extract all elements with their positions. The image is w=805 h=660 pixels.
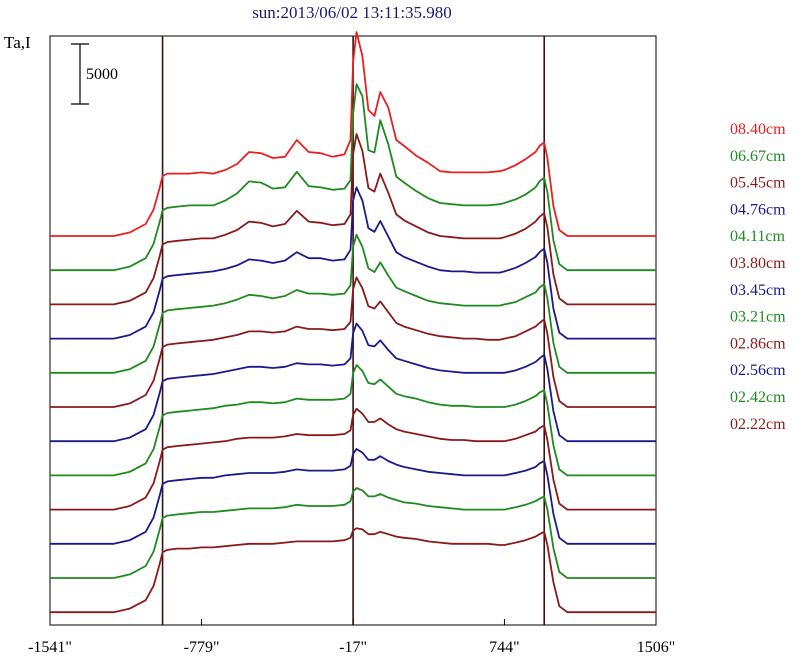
x-axis-ticks: -1541" -779" -17" 744" 1506" xyxy=(28,619,675,656)
series-line-02.86cm xyxy=(50,407,656,511)
scale-bar-label: 5000 xyxy=(86,66,118,83)
x-tick-label: 744" xyxy=(489,639,520,656)
x-tick-label: -17" xyxy=(339,639,367,656)
legend-entry: 04.76cm xyxy=(730,201,786,218)
series-line-02.22cm xyxy=(50,527,656,614)
y-axis-label: Ta,I xyxy=(4,33,31,52)
legend-entry: 04.11cm xyxy=(730,228,786,245)
legend-entry: 03.80cm xyxy=(730,255,786,272)
series-line-03.80cm xyxy=(50,276,656,408)
legend-entry: 02.22cm xyxy=(730,416,786,433)
legend: 08.40cm 06.67cm 05.45cm 04.76cm 04.11cm 03.80… xyxy=(730,121,786,433)
series-line-02.42cm xyxy=(50,487,656,579)
x-tick-label: -779" xyxy=(184,639,220,656)
legend-entry: 02.86cm xyxy=(730,335,786,352)
series-line-06.67cm xyxy=(50,83,656,272)
legend-entry: 02.42cm xyxy=(730,389,786,406)
series-line-08.40cm xyxy=(50,31,656,237)
series-lines xyxy=(50,31,656,614)
series-line-03.21cm xyxy=(50,364,656,477)
legend-entry: 03.45cm xyxy=(730,282,786,299)
x-tick-label: -1541" xyxy=(28,639,72,656)
series-line-03.45cm xyxy=(50,322,656,443)
legend-entry: 08.40cm xyxy=(730,121,786,138)
scale-bar: 5000 xyxy=(71,43,118,105)
legend-entry: 06.67cm xyxy=(730,148,786,165)
legend-entry: 05.45cm xyxy=(730,175,786,192)
legend-entry: 02.56cm xyxy=(730,362,786,379)
series-line-02.56cm xyxy=(50,448,656,545)
series-line-04.76cm xyxy=(50,186,656,340)
series-line-04.11cm xyxy=(50,233,656,374)
series-line-05.45cm xyxy=(50,133,656,306)
legend-entry: 03.21cm xyxy=(730,309,786,326)
chart-title: sun:2013/06/02 13:11:35.980 xyxy=(252,3,452,22)
x-tick-label: 1506" xyxy=(637,639,676,656)
